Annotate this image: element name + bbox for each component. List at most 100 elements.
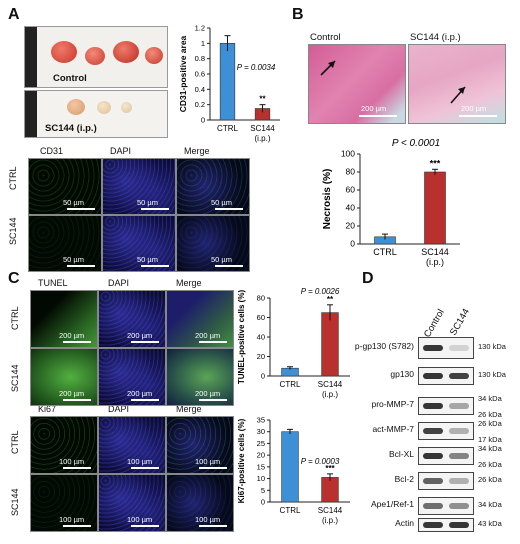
blot-band (449, 503, 469, 509)
histology-label-control: Control (310, 32, 341, 43)
blot-band (423, 453, 443, 459)
channel-label-merge-a: Merge (184, 146, 210, 156)
scale-label: 200 µm (195, 389, 221, 398)
y-tick-label: 0.2 (195, 100, 205, 109)
micrograph-c-tunel-sc144-1: 200 µm (98, 348, 166, 406)
blot-band (449, 428, 469, 434)
category-label: (i.p.) (322, 516, 338, 525)
scale-label: 200 µm (59, 389, 85, 398)
y-tick-label: 20 (257, 352, 265, 361)
category-label: CTRL (217, 124, 238, 133)
bar-0 (219, 43, 236, 121)
blot-band (423, 373, 443, 379)
lane-label-control: Control (422, 307, 447, 340)
band-label: Bcl-2 (394, 474, 414, 484)
scale-label: 100 µm (59, 515, 85, 524)
p-value-label: P = 0.0003 (301, 457, 340, 466)
micrograph-c-tunel-ctrl-1: 200 µm (98, 290, 166, 348)
y-tick-label: 80 (346, 167, 356, 177)
histology-image-control: 200 µm (308, 44, 406, 124)
p-value-label: P = 0.0034 (237, 63, 276, 72)
micrograph-c-ki67-sc144-1: 100 µm (98, 474, 166, 532)
significance-mark: *** (430, 158, 441, 168)
p-value-label: P < 0.0001 (392, 138, 440, 149)
micrograph-c-tunel-ctrl-0: 200 µm (30, 290, 98, 348)
kda-label: 26 kDa (478, 419, 502, 428)
category-label: SC144 (318, 380, 343, 389)
channel-label-dapi-c2: DAPI (108, 404, 130, 414)
y-tick-label: 0 (261, 498, 265, 507)
row-label-sc144-c2: SC144 (10, 488, 20, 516)
kda-label: 34 kDa (478, 500, 502, 509)
channel-label-tunel: TUNEL (38, 278, 68, 288)
y-tick-label: 1.2 (195, 24, 205, 33)
micrograph-a-sc144-1: 50 µm (102, 215, 176, 272)
scale-label-b2: 200 µm (461, 104, 487, 113)
micrograph-a-ctrl-2: 50 µm (176, 158, 250, 215)
row-label-sc144-a: SC144 (8, 217, 18, 245)
y-tick-label: 20 (257, 451, 265, 460)
y-tick-label: 80 (257, 294, 265, 303)
panel-letter-b: B (292, 6, 304, 23)
micrograph-c-tunel-sc144-0: 200 µm (30, 348, 98, 406)
significance-mark: ** (327, 295, 334, 304)
category-label: CTRL (373, 247, 397, 257)
y-tick-label: 60 (346, 185, 356, 195)
category-label: SC144 (421, 247, 449, 257)
kda-label: 17 kDa (478, 435, 502, 444)
blot-strip (418, 367, 474, 385)
micrograph-c-tunel-ctrl-2: 200 µm (166, 290, 234, 348)
y-tick-label: 40 (346, 203, 356, 213)
y-tick-label: 0 (350, 239, 355, 249)
y-tick-label: 5 (261, 486, 265, 495)
band-label: Ape1/Ref-1 (371, 499, 414, 509)
p-value-label: P = 0.0026 (301, 287, 340, 296)
scale-label: 50 µm (63, 198, 84, 207)
chart-tunel: TUNEL-positive cells (%) 0 20 40 60 80 CTRL SC1… (237, 287, 350, 399)
blot-band (449, 522, 469, 528)
scale-label: 100 µm (195, 515, 221, 524)
y-axis-label: Necrosis (%) (322, 169, 333, 230)
scale-label: 50 µm (63, 255, 84, 264)
y-tick-label: 0.8 (195, 54, 205, 63)
chart-ki67: Ki67-positive cells (%) 0 5 10 15 20 25 30 35 CTR… (237, 416, 350, 525)
blot-band (449, 478, 469, 484)
y-tick-label: 40 (257, 333, 265, 342)
blot-band (423, 428, 443, 434)
blot-strip (418, 337, 474, 359)
y-axis-label: Ki67-positive cells (%) (237, 418, 246, 503)
y-tick-label: 10 (257, 474, 265, 483)
y-tick-label: 20 (346, 221, 356, 231)
blot-band (423, 522, 443, 528)
y-tick-label: 25 (257, 439, 265, 448)
kda-label: 130 kDa (478, 370, 506, 379)
blot-strip (418, 422, 474, 440)
channel-label-ki67: Ki67 (38, 404, 57, 414)
scale-label: 50 µm (211, 198, 232, 207)
bar-1 (321, 477, 339, 503)
scale-label: 50 µm (137, 255, 158, 264)
scale-label: 200 µm (127, 331, 153, 340)
scale-label: 200 µm (127, 389, 153, 398)
bar-0 (281, 431, 299, 503)
scale-label: 50 µm (137, 198, 158, 207)
micrograph-c-tunel-sc144-2: 200 µm (166, 348, 234, 406)
blot-band (449, 373, 469, 379)
row-label-ctrl-c2: CTRL (10, 430, 20, 454)
category-label: (i.p.) (426, 257, 444, 267)
scale-label: 100 µm (59, 457, 85, 466)
kda-label: 26 kDa (478, 460, 502, 469)
micrograph-a-ctrl-1: 50 µm (102, 158, 176, 215)
channel-label-merge-c2: Merge (176, 404, 202, 414)
channel-label-dapi-a: DAPI (110, 146, 132, 156)
y-tick-label: 30 (257, 427, 265, 436)
blot-band (449, 453, 469, 459)
category-label: CTRL (280, 506, 301, 515)
category-label: (i.p.) (322, 390, 338, 399)
micrograph-a-ctrl-0: 50 µm (28, 158, 102, 215)
blot-strip (418, 397, 474, 415)
tumor-photo-sc144: SC144 (i.p.) (24, 90, 168, 138)
y-tick-label: 0 (261, 372, 265, 381)
lane-label-sc144: SC144 (448, 306, 473, 338)
panel-letter-d: D (362, 270, 374, 287)
